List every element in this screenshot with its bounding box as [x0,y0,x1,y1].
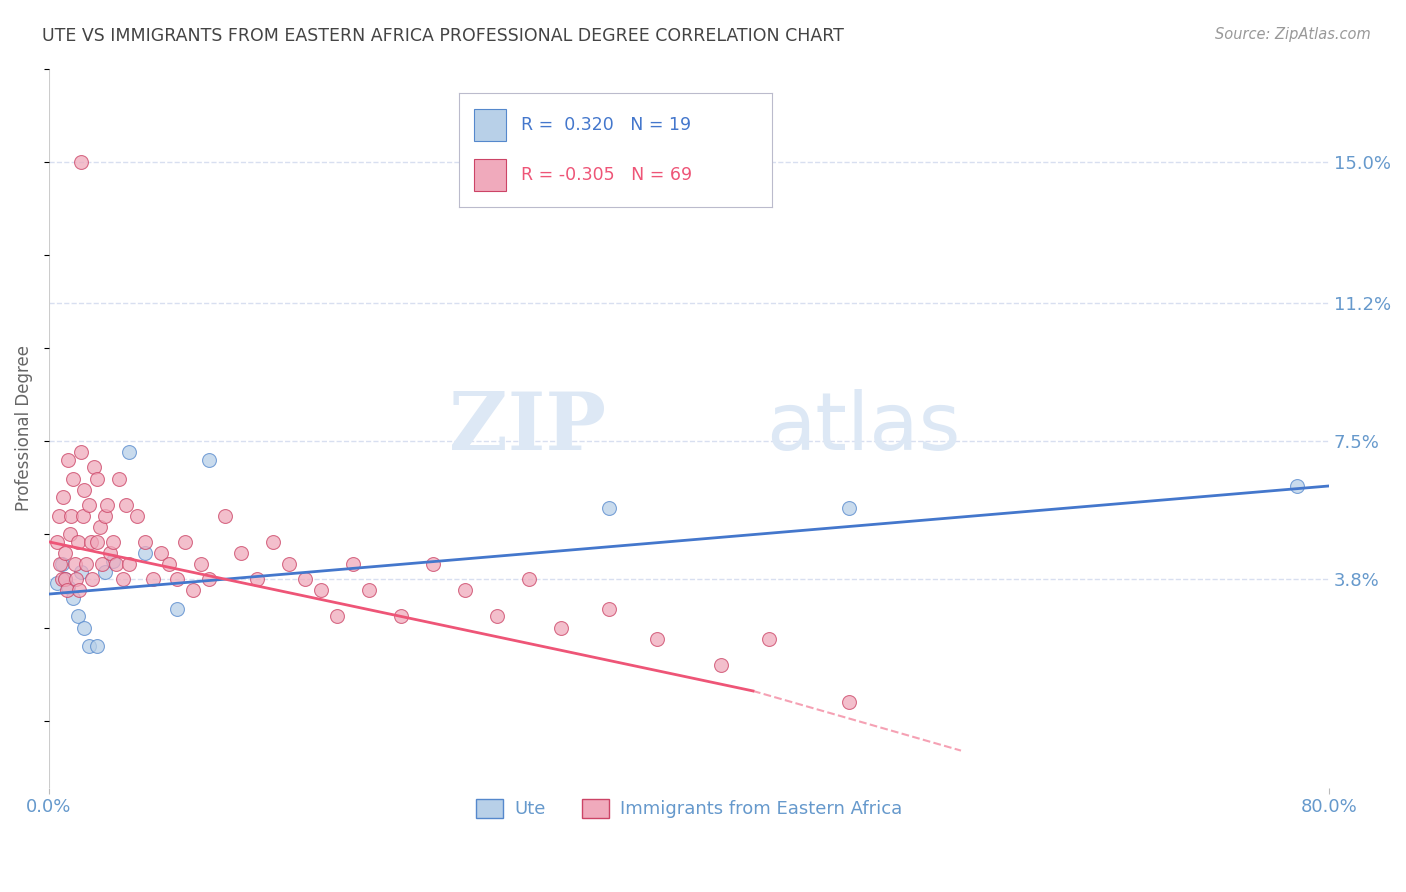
Point [51,572,73,586]
Point [114,498,136,512]
Point [72,508,94,523]
Point [46,534,69,549]
Point [710,657,733,672]
Point [73,483,96,497]
Text: Source: ZipAtlas.com: Source: ZipAtlas.com [1215,27,1371,42]
Point [125,508,148,523]
Point [198,572,221,586]
Point [53,546,76,560]
Point [48,508,70,523]
Point [77,498,100,512]
Point [46,575,69,590]
Point [485,609,508,624]
Point [75,558,97,572]
Point [598,602,620,616]
Point [60,508,83,523]
Point [134,546,156,560]
Point [77,639,100,653]
Point [70,565,93,579]
Point [278,558,301,572]
Point [98,546,121,560]
Point [70,154,93,169]
Point [134,534,156,549]
Point [214,508,236,523]
Point [166,602,188,616]
Point [73,621,96,635]
Point [294,572,316,586]
Point [55,583,77,598]
Point [181,583,204,598]
Point [89,520,111,534]
Point [59,527,82,541]
Point [389,609,412,624]
Point [86,639,108,653]
Point [101,534,124,549]
Point [309,583,332,598]
Point [454,583,477,598]
Point [190,558,212,572]
Point [111,572,134,586]
Point [517,572,540,586]
Point [83,460,105,475]
Point [108,471,131,485]
Point [79,534,101,549]
Point [66,609,89,624]
Point [86,534,108,549]
Point [166,572,188,586]
Point [1285,479,1308,493]
Point [53,572,76,586]
Point [94,565,117,579]
Y-axis label: Professional Degree: Professional Degree [15,345,32,511]
Point [174,534,197,549]
Point [157,558,180,572]
Text: ZIP: ZIP [449,389,606,467]
Point [838,695,860,709]
Point [246,572,269,586]
Point [53,572,76,586]
Point [86,471,108,485]
Point [262,534,284,549]
Point [838,501,860,516]
Point [142,572,165,586]
Point [149,546,172,560]
Point [52,490,75,504]
Point [51,558,73,572]
Point [96,498,118,512]
Point [598,501,620,516]
Point [229,546,252,560]
Point [67,583,90,598]
Point [90,558,112,572]
Point [422,558,444,572]
Point [82,572,104,586]
Point [70,445,93,459]
Point [118,558,141,572]
Point [56,453,79,467]
Point [66,534,89,549]
Point [758,632,780,646]
Point [357,583,380,598]
Point [49,558,72,572]
Point [101,553,124,567]
Text: atlas: atlas [766,389,960,467]
Point [342,558,364,572]
Point [63,558,86,572]
Point [62,471,84,485]
Point [118,445,141,459]
Point [65,572,87,586]
Point [105,558,128,572]
Text: UTE VS IMMIGRANTS FROM EASTERN AFRICA PROFESSIONAL DEGREE CORRELATION CHART: UTE VS IMMIGRANTS FROM EASTERN AFRICA PR… [42,27,844,45]
Point [550,621,572,635]
Point [94,508,117,523]
Point [645,632,668,646]
Point [198,453,221,467]
Point [56,580,79,594]
Legend: Ute, Immigrants from Eastern Africa: Ute, Immigrants from Eastern Africa [470,792,910,826]
Point [326,609,349,624]
Point [62,591,84,605]
